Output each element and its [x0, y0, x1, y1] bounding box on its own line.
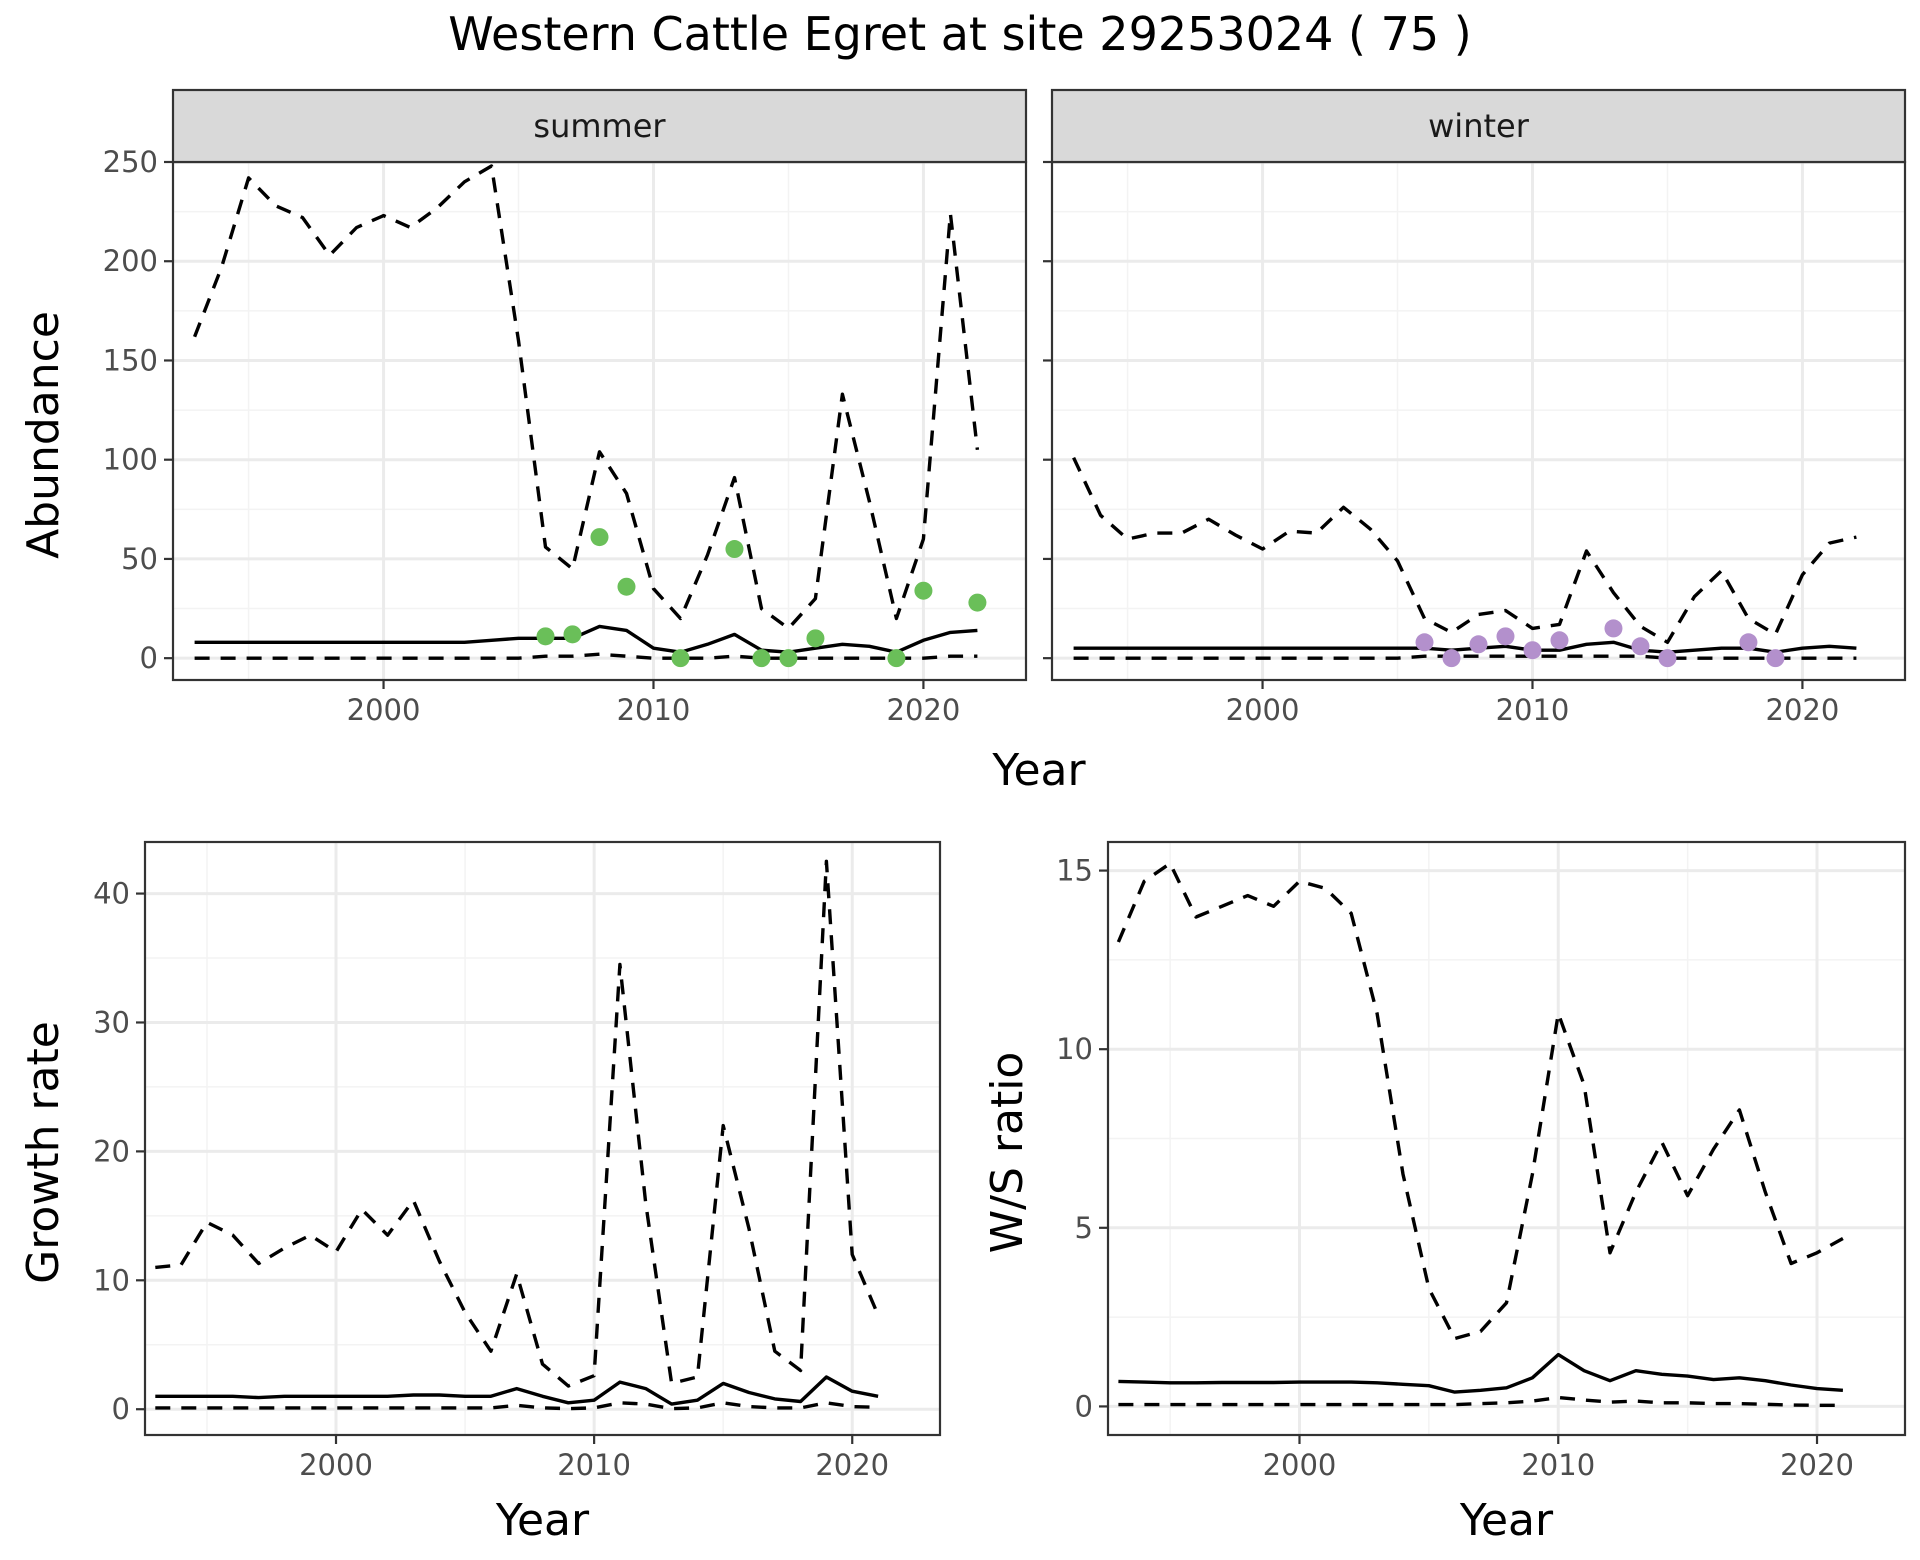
data-point: [617, 577, 636, 596]
x-tick-label: 2020: [815, 1448, 889, 1482]
series-mean-line: [1073, 640, 1857, 654]
y-axis-title: Growth rate: [18, 1021, 69, 1284]
data-point: [725, 540, 744, 559]
y-tick-label: 40: [93, 877, 130, 911]
panel-abundance-summer: summer 2000 2010 2020 0 50 100 150 200 250 Abundan…: [18, 88, 1028, 727]
data-point: [1442, 649, 1461, 668]
facet-strip-label: summer: [533, 107, 666, 145]
data-point: [1469, 635, 1488, 654]
data-point: [1496, 627, 1515, 646]
y-tick-label: 10: [1056, 1032, 1093, 1066]
series-upper-line: [1072, 456, 1857, 644]
data-point: [671, 649, 690, 668]
facet-strip: [171, 88, 1028, 164]
series-lower-line: [1118, 1395, 1843, 1407]
series-mean-line: [1118, 1352, 1844, 1394]
x-tick-label: 2020: [1766, 693, 1840, 727]
data-point: [590, 528, 609, 547]
figure-title: Western Cattle Egret at site 29253024 ( …: [448, 7, 1471, 61]
y-axis-title: Abundance: [18, 311, 69, 559]
series-lower-line: [155, 1401, 879, 1411]
data-point: [914, 581, 933, 600]
panel-border: [143, 840, 942, 1437]
x-tick-label: 2010: [1496, 693, 1570, 727]
series-lower-line: [1073, 654, 1857, 660]
data-point: [1631, 637, 1650, 656]
data-point: [536, 627, 555, 646]
y-tick-label: 150: [103, 343, 158, 377]
y-axis-title: W/S ratio: [982, 1052, 1033, 1254]
series-mean-line: [155, 1375, 879, 1406]
data-point: [752, 649, 771, 668]
y-tick-label: 15: [1056, 854, 1093, 888]
x-tick-label: 2000: [1263, 1448, 1337, 1482]
data-point: [1658, 649, 1677, 668]
y-tick-label: 200: [103, 244, 158, 278]
data-point: [1523, 641, 1542, 660]
data-point: [779, 649, 798, 668]
y-tick-label: 30: [93, 1005, 130, 1039]
panel-growth-rate: 2000 2010 2020 0 10 20 30 40 Growth rate Year: [18, 840, 942, 1546]
x-tick-label: 2010: [1521, 1448, 1595, 1482]
panel-abundance-winter: winter 2000 2010 2020: [1043, 88, 1907, 727]
y-tick-label: 5: [1075, 1211, 1093, 1245]
x-axis-title-shared: Year: [991, 745, 1086, 796]
series-lower-line: [194, 652, 978, 660]
data-point: [563, 625, 582, 644]
series-upper-line: [155, 859, 880, 1388]
data-point: [1766, 649, 1785, 668]
y-tick-label: 10: [93, 1263, 130, 1297]
facet-strip-label: winter: [1428, 107, 1530, 145]
x-tick-label: 2010: [557, 1448, 631, 1482]
x-tick-label: 2010: [617, 693, 691, 727]
x-tick-label: 2020: [887, 693, 961, 727]
y-tick-label: 0: [140, 641, 158, 675]
x-tick-label: 2000: [1226, 693, 1300, 727]
panel-border: [1106, 840, 1907, 1437]
data-point: [806, 629, 825, 648]
y-tick-label: 20: [93, 1134, 130, 1168]
data-point: [1550, 631, 1569, 650]
data-point: [968, 593, 987, 612]
x-axis-title: Year: [1459, 1495, 1554, 1546]
data-point: [1604, 619, 1623, 638]
x-axis-title: Year: [495, 1495, 590, 1546]
data-point: [1739, 633, 1758, 652]
series-mean-line: [194, 624, 978, 654]
x-tick-label: 2000: [347, 693, 421, 727]
series-upper-line: [193, 164, 980, 631]
y-tick-label: 250: [103, 145, 158, 179]
y-tick-label: 0: [112, 1392, 130, 1426]
series-upper-line: [1116, 861, 1844, 1341]
x-tick-label: 2000: [299, 1448, 373, 1482]
y-tick-label: 50: [121, 542, 158, 576]
x-tick-label: 2020: [1780, 1448, 1854, 1482]
panel-ws-ratio: 2000 2010 2020 0 5 10 15 W/S ratio Year: [982, 840, 1907, 1546]
y-tick-label: 100: [103, 443, 158, 477]
facet-strip: [1050, 88, 1907, 164]
data-point: [887, 649, 906, 668]
y-tick-label: 0: [1075, 1389, 1093, 1423]
data-point: [1415, 633, 1434, 652]
